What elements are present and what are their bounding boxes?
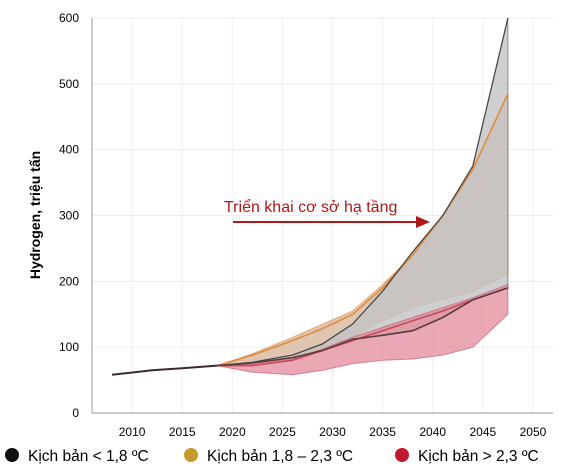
annotation-text: Triển khai cơ sở hạ tầng — [224, 198, 397, 216]
annotation-group: Triển khai cơ sở hạ tầng — [224, 198, 430, 228]
x-tick-label-2025: 2025 — [269, 425, 296, 439]
x-tick-labels: 2010 2015 2020 2025 2030 2035 2040 2045 2050 — [119, 425, 547, 439]
legend-marker-above-2-3 — [395, 448, 409, 462]
legend: Kịch bản < 1,8 ºC Kịch bản 1,8 – 2,3 ºC … — [5, 448, 539, 465]
line-upper-below-1-8 — [217, 17, 509, 367]
chart-axes — [91, 18, 553, 414]
legend-label-below-1-8: Kịch bản < 1,8 ºC — [28, 448, 149, 465]
line-central-above-2-3 — [217, 287, 509, 367]
x-tick-label-2035: 2035 — [369, 425, 396, 439]
x-tick-label-2045: 2045 — [469, 425, 496, 439]
x-tick-label-2030: 2030 — [319, 425, 346, 439]
band-above-2-3 — [217, 283, 509, 376]
line-history — [111, 364, 218, 376]
x-tick-label-2040: 2040 — [419, 425, 446, 439]
annotation-arrow-head — [416, 216, 430, 228]
legend-label-1-8-to-2-3: Kịch bản 1,8 – 2,3 ºC — [207, 448, 353, 465]
y-tick-label-500: 500 — [59, 77, 79, 91]
x-tick-label-2020: 2020 — [219, 425, 246, 439]
y-tick-label-600: 600 — [59, 11, 79, 25]
legend-marker-1-8-to-2-3 — [184, 448, 198, 462]
scenario-bands — [217, 17, 509, 376]
scenario-lines — [111, 17, 509, 376]
line-lower-below-1-8 — [217, 287, 509, 367]
legend-marker-below-1-8 — [5, 448, 19, 462]
x-tick-label-2050: 2050 — [520, 425, 547, 439]
y-tick-label-100: 100 — [59, 340, 79, 354]
y-tick-labels: 0 100 200 300 400 500 600 — [59, 11, 79, 420]
legend-label-above-2-3: Kịch bản > 2,3 ºC — [418, 448, 539, 465]
y-tick-label-200: 200 — [59, 274, 79, 288]
x-tick-label-2015: 2015 — [169, 425, 196, 439]
y-axis-label: Hydrogen, triệu tấn — [27, 151, 43, 279]
y-tick-label-0: 0 — [72, 406, 79, 420]
y-tick-label-400: 400 — [59, 143, 79, 157]
y-tick-label-300: 300 — [59, 209, 79, 223]
x-tick-label-2010: 2010 — [119, 425, 146, 439]
line-central-1-8-to-2-3 — [217, 93, 509, 367]
